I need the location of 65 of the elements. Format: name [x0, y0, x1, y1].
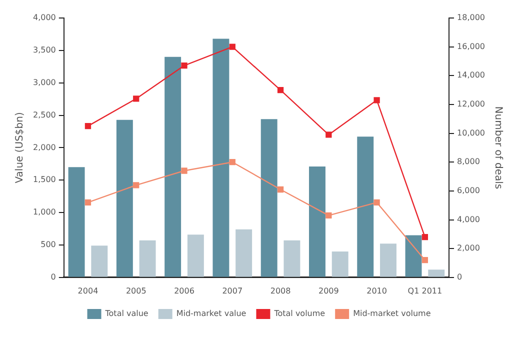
y2-tick-label: 2,000: [457, 244, 480, 253]
y-tick-label: 2,000: [32, 142, 56, 152]
y-tick-label: 500: [40, 240, 56, 250]
bar: [139, 240, 156, 277]
x-tick-label: Q1 2011: [408, 286, 442, 296]
y2-tick-label: 18,000: [457, 13, 486, 22]
y2-tick-label: 8,000: [457, 157, 480, 166]
x-tick-label: 2008: [270, 286, 291, 296]
y2-tick-label: 12,000: [457, 100, 486, 109]
point: [277, 186, 284, 193]
bar: [380, 244, 396, 277]
point: [326, 212, 332, 219]
legend-label: Total value: [104, 309, 148, 318]
point: [181, 62, 188, 69]
y-tick-label: 4,000: [32, 13, 56, 22]
legend-label: Total volume: [273, 309, 326, 318]
bar: [187, 234, 204, 277]
bar: [68, 167, 85, 277]
y-tick-label: 3,500: [32, 46, 56, 55]
bar: [405, 235, 422, 277]
point: [277, 86, 284, 94]
x-tick-label: 2007: [222, 286, 243, 296]
bar: [284, 240, 300, 277]
bar: [260, 119, 278, 277]
point: [133, 182, 140, 188]
y-axis-title: Value (US$bn): [14, 112, 26, 184]
y2-tick-label: 16,000: [457, 42, 486, 51]
bar: [357, 136, 374, 277]
bar: [91, 246, 108, 277]
bar: [309, 166, 326, 277]
legend-label: Mid-market volume: [353, 309, 431, 318]
legend-label: Mid-market value: [176, 309, 246, 318]
point: [422, 257, 428, 264]
point: [84, 199, 92, 206]
y-tick-label: 2,500: [32, 110, 56, 120]
bar: [332, 251, 348, 277]
y2-tick-label: 14,000: [457, 70, 486, 80]
x-tick-label: 2004: [78, 286, 98, 296]
point: [422, 234, 428, 240]
bar: [236, 229, 252, 277]
y2-tick-label: 6,000: [457, 186, 480, 196]
y-tick-label: 0: [50, 272, 56, 282]
point: [229, 159, 236, 166]
point: [374, 199, 380, 206]
x-tick-label: 2009: [318, 286, 339, 296]
y-tick-label: 3,000: [32, 78, 56, 87]
x-tick-label: 2005: [126, 286, 146, 296]
x-tick-label: 2010: [366, 286, 387, 296]
bar: [116, 120, 133, 277]
point: [133, 96, 140, 102]
point: [374, 97, 380, 104]
y2-axis-title: Number of deals: [492, 106, 504, 190]
point: [181, 168, 188, 174]
y-tick-label: 1,500: [32, 175, 56, 184]
y2-tick-label: 0: [457, 272, 462, 282]
x-tick-label: 2006: [174, 286, 194, 296]
y2-tick-label: 10,000: [457, 128, 486, 138]
point: [326, 132, 332, 138]
point: [229, 44, 236, 50]
bar: [428, 270, 445, 277]
bar: [212, 38, 230, 277]
y-tick-label: 1,000: [32, 208, 56, 217]
bar: [164, 56, 182, 277]
y2-tick-label: 4,000: [457, 214, 480, 224]
point: [84, 123, 92, 130]
